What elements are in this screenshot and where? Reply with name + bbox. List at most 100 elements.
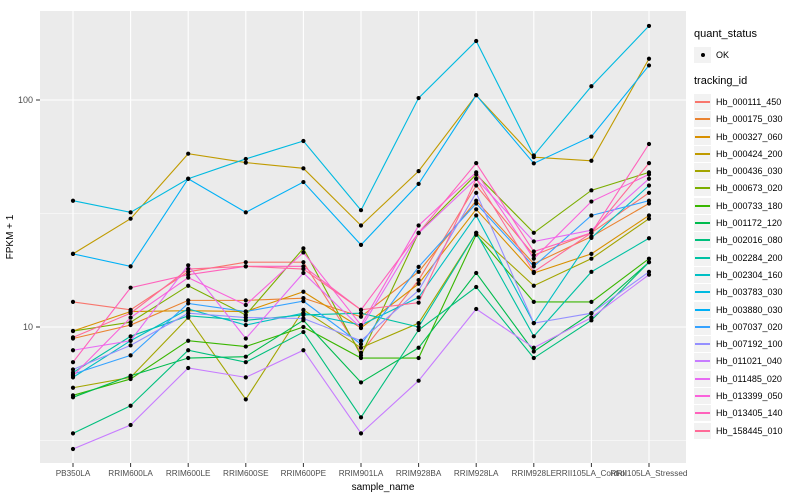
data-point[interactable] (70, 299, 76, 304)
data-point[interactable] (646, 23, 652, 29)
legend-item-Hb_000673_020[interactable]: Hb_000673_020 (694, 180, 800, 197)
data-point[interactable] (646, 183, 652, 188)
data-point[interactable] (70, 328, 76, 334)
data-point[interactable] (358, 345, 364, 350)
data-point[interactable] (589, 84, 594, 89)
data-point[interactable] (531, 239, 536, 244)
data-point[interactable] (128, 334, 133, 339)
data-point[interactable] (589, 213, 594, 218)
data-point[interactable] (128, 285, 133, 290)
data-point[interactable] (646, 256, 652, 261)
data-point[interactable] (358, 380, 364, 385)
data-point[interactable] (531, 153, 536, 158)
data-point[interactable] (416, 327, 421, 333)
data-point[interactable] (70, 385, 76, 390)
legend-item-Hb_013405_140[interactable]: Hb_013405_140 (694, 405, 800, 422)
data-point[interactable] (70, 367, 76, 372)
data-point[interactable] (416, 288, 421, 293)
data-point[interactable] (301, 138, 306, 144)
legend-item-Hb_011485_020[interactable]: Hb_011485_020 (694, 370, 800, 387)
data-point[interactable] (301, 270, 306, 276)
data-point[interactable] (243, 344, 248, 349)
legend-item-Hb_000436_030[interactable]: Hb_000436_030 (694, 162, 800, 180)
data-point[interactable] (531, 253, 536, 258)
data-point[interactable] (243, 360, 248, 365)
data-point[interactable] (474, 306, 479, 312)
legend-item-Hb_000175_030[interactable]: Hb_000175_030 (694, 111, 800, 128)
data-point[interactable] (301, 324, 306, 330)
data-point[interactable] (70, 446, 76, 452)
data-point[interactable] (70, 348, 76, 353)
data-point[interactable] (646, 63, 652, 68)
legend-item-Hb_158445_010[interactable]: Hb_158445_010 (694, 422, 800, 439)
data-point[interactable] (70, 198, 76, 203)
data-point[interactable] (301, 348, 306, 353)
data-point[interactable] (646, 260, 652, 265)
data-point[interactable] (358, 208, 364, 213)
data-point[interactable] (128, 353, 133, 358)
data-point[interactable] (243, 264, 248, 269)
data-point[interactable] (531, 349, 536, 354)
legend-item-Hb_003880_030[interactable]: Hb_003880_030 (694, 301, 800, 318)
data-point[interactable] (301, 246, 306, 251)
data-point[interactable] (589, 235, 594, 240)
data-point[interactable] (474, 38, 479, 44)
data-point[interactable] (358, 223, 364, 228)
data-point[interactable] (128, 373, 133, 378)
data-point[interactable] (243, 298, 248, 303)
data-point[interactable] (301, 260, 306, 265)
data-point[interactable] (358, 314, 364, 319)
data-point[interactable] (186, 272, 191, 277)
data-point[interactable] (589, 158, 594, 163)
data-point[interactable] (358, 431, 364, 436)
data-point[interactable] (358, 325, 364, 331)
data-point[interactable] (474, 207, 479, 212)
data-point[interactable] (474, 161, 479, 166)
data-point[interactable] (358, 415, 364, 420)
data-point[interactable] (416, 345, 421, 350)
data-point[interactable] (646, 198, 652, 203)
data-point[interactable] (128, 315, 133, 320)
data-point[interactable] (128, 311, 133, 316)
legend-item-Hb_001172_120[interactable]: Hb_001172_120 (694, 214, 800, 232)
data-point[interactable] (358, 355, 364, 361)
data-point[interactable] (646, 172, 652, 177)
data-point[interactable] (128, 216, 133, 221)
data-point[interactable] (646, 176, 652, 181)
data-point[interactable] (70, 360, 76, 365)
data-point[interactable] (531, 283, 536, 288)
data-point[interactable] (186, 311, 191, 316)
data-point[interactable] (243, 322, 248, 328)
data-point[interactable] (474, 93, 479, 98)
data-point[interactable] (646, 236, 652, 241)
data-point[interactable] (128, 338, 133, 343)
legend-item-Hb_000733_180[interactable]: Hb_000733_180 (694, 197, 800, 214)
data-point[interactable] (186, 151, 191, 156)
data-point[interactable] (243, 397, 248, 402)
data-point[interactable] (186, 338, 191, 343)
data-point[interactable] (358, 322, 364, 328)
data-point[interactable] (301, 311, 306, 316)
legend-item-Hb_003783_030[interactable]: Hb_003783_030 (694, 284, 800, 301)
data-point[interactable] (243, 160, 248, 165)
data-point[interactable] (416, 169, 421, 174)
data-point[interactable] (301, 299, 306, 304)
data-point[interactable] (186, 283, 191, 288)
data-point[interactable] (358, 307, 364, 312)
data-point[interactable] (416, 378, 421, 383)
data-point[interactable] (474, 170, 479, 175)
data-point[interactable] (646, 213, 652, 218)
data-point[interactable] (301, 296, 306, 301)
data-point[interactable] (186, 348, 191, 353)
legend-item-ok[interactable]: OK (694, 46, 800, 63)
data-point[interactable] (416, 181, 421, 186)
data-point[interactable] (474, 190, 479, 195)
data-point[interactable] (589, 256, 594, 261)
data-point[interactable] (243, 260, 248, 265)
data-point[interactable] (589, 299, 594, 304)
data-point[interactable] (243, 302, 248, 308)
data-point[interactable] (474, 230, 479, 235)
data-point[interactable] (416, 230, 421, 235)
data-point[interactable] (186, 355, 191, 361)
data-point[interactable] (301, 316, 306, 321)
